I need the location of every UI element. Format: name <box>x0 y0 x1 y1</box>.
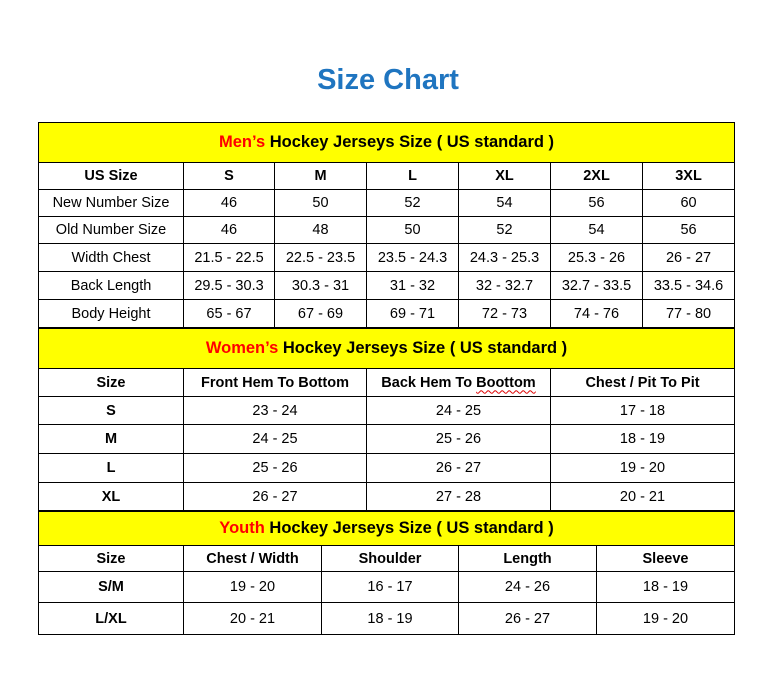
column-header: Sleeve <box>595 545 736 572</box>
table-cell: 74 - 76 <box>550 299 643 328</box>
column-header: XL <box>458 162 551 190</box>
table-cell: S/M <box>38 571 184 603</box>
table-cell: 30.3 - 31 <box>274 271 367 300</box>
table-cell: Back Length <box>38 271 184 300</box>
table-cell: 52 <box>458 216 551 244</box>
table-cell: 26 - 27 <box>458 602 597 635</box>
table-cell: 65 - 67 <box>183 299 275 328</box>
table-cell: 26 - 27 <box>366 453 551 483</box>
table-cell: S <box>38 396 184 425</box>
table-row: L/XL 20 - 21 18 - 19 26 - 27 19 - 20 <box>38 602 736 635</box>
table-cell: 29.5 - 30.3 <box>183 271 275 300</box>
table-cell: L <box>38 453 184 483</box>
table-cell: 77 - 80 <box>641 299 736 328</box>
men-section-header: Men’s Hockey Jerseys Size ( US standard … <box>37 122 736 163</box>
column-header: 3XL <box>641 162 736 190</box>
table-cell: 50 <box>274 189 367 217</box>
table-cell: M <box>38 424 184 454</box>
table-row: Body Height 65 - 67 67 - 69 69 - 71 72 - 73 7… <box>38 299 736 328</box>
table-cell: 25.3 - 26 <box>550 243 643 272</box>
column-header: Length <box>458 545 597 572</box>
table-cell: 52 <box>366 189 459 217</box>
table-cell: 25 - 26 <box>183 453 367 483</box>
table-cell: 31 - 32 <box>366 271 459 300</box>
column-header: Chest / Width <box>183 545 322 572</box>
table-cell: 23 - 24 <box>183 396 367 425</box>
column-header: Size <box>38 545 184 572</box>
table-cell: 69 - 71 <box>366 299 459 328</box>
table-cell: Body Height <box>38 299 184 328</box>
youth-section-header: Youth Hockey Jerseys Size ( US standard … <box>37 511 736 546</box>
table-cell: 26 - 27 <box>641 243 736 272</box>
page-title: Size Chart <box>317 64 459 96</box>
table-cell: 25 - 26 <box>366 424 551 454</box>
table-cell: 32.7 - 33.5 <box>550 271 643 300</box>
column-header: US Size <box>38 162 184 190</box>
table-row: L 25 - 26 26 - 27 19 - 20 <box>38 453 736 483</box>
column-header: L <box>366 162 459 190</box>
women-section-header: Women’s Hockey Jerseys Size ( US standar… <box>37 328 736 369</box>
table-cell: 72 - 73 <box>458 299 551 328</box>
column-header: S <box>183 162 275 190</box>
table-cell: 46 <box>183 216 275 244</box>
women-table: Women’s Hockey Jerseys Size ( US standar… <box>37 328 736 511</box>
table-cell: 60 <box>641 189 736 217</box>
table-row: XL 26 - 27 27 - 28 20 - 21 <box>38 482 736 511</box>
table-cell: 19 - 20 <box>183 571 322 603</box>
column-header: Size <box>38 368 184 397</box>
table-cell: 56 <box>550 189 643 217</box>
table-cell: Width Chest <box>38 243 184 272</box>
table-cell: 48 <box>274 216 367 244</box>
table-cell: 50 <box>366 216 459 244</box>
table-cell: New Number Size <box>38 189 184 217</box>
column-header: Chest / Pit To Pit <box>549 368 736 397</box>
table-row: Old Number Size 46 48 50 52 54 56 <box>38 216 736 244</box>
table-cell: 22.5 - 23.5 <box>274 243 367 272</box>
table-cell: 19 - 20 <box>549 453 736 483</box>
table-cell: 24.3 - 25.3 <box>458 243 551 272</box>
table-row: Back Length 29.5 - 30.3 30.3 - 31 31 - 32 32… <box>38 271 736 300</box>
table-cell: 26 - 27 <box>183 482 367 511</box>
table-cell: 32 - 32.7 <box>458 271 551 300</box>
table-row: New Number Size 46 50 52 54 56 60 <box>38 189 736 217</box>
table-cell: 19 - 20 <box>595 602 736 635</box>
column-header: Back Hem To Boottom <box>366 368 551 397</box>
column-header: 2XL <box>550 162 643 190</box>
table-row: M 24 - 25 25 - 26 18 - 19 <box>38 424 736 454</box>
table-cell: 27 - 28 <box>366 482 551 511</box>
table-cell: 24 - 25 <box>183 424 367 454</box>
table-cell: L/XL <box>38 602 184 635</box>
table-cell: 24 - 26 <box>458 571 597 603</box>
table-row: S/M 19 - 20 16 - 17 24 - 26 18 - 19 <box>38 571 736 603</box>
header-row: Size Chest / Width Shoulder Length Sleeve <box>38 545 736 572</box>
table-cell: 54 <box>550 216 643 244</box>
table-cell: 23.5 - 24.3 <box>366 243 459 272</box>
table-cell: 16 - 17 <box>321 571 459 603</box>
column-header: Shoulder <box>321 545 459 572</box>
column-header: M <box>274 162 367 190</box>
table-cell: 18 - 19 <box>549 424 736 454</box>
table-cell: 20 - 21 <box>549 482 736 511</box>
table-cell: 54 <box>458 189 551 217</box>
men-table: Men’s Hockey Jerseys Size ( US standard … <box>37 122 736 328</box>
header-row: Size Front Hem To Bottom Back Hem To Boott… <box>38 368 736 397</box>
size-chart: Men’s Hockey Jerseys Size ( US standard … <box>37 122 736 635</box>
table-cell: 18 - 19 <box>321 602 459 635</box>
column-header: Front Hem To Bottom <box>183 368 367 397</box>
table-cell: Old Number Size <box>38 216 184 244</box>
youth-table: Youth Hockey Jerseys Size ( US standard … <box>37 511 736 635</box>
table-cell: 24 - 25 <box>366 396 551 425</box>
table-cell: 67 - 69 <box>274 299 367 328</box>
table-row: Width Chest 21.5 - 22.5 22.5 - 23.5 23.5 - … <box>38 243 736 272</box>
table-cell: 20 - 21 <box>183 602 322 635</box>
table-row: S 23 - 24 24 - 25 17 - 18 <box>38 396 736 425</box>
table-cell: 21.5 - 22.5 <box>183 243 275 272</box>
table-cell: XL <box>38 482 184 511</box>
table-cell: 18 - 19 <box>595 571 736 603</box>
table-cell: 33.5 - 34.6 <box>641 271 736 300</box>
table-cell: 46 <box>183 189 275 217</box>
table-cell: 56 <box>641 216 736 244</box>
table-cell: 17 - 18 <box>549 396 736 425</box>
header-row: US Size S M L XL 2XL 3XL <box>38 162 736 190</box>
